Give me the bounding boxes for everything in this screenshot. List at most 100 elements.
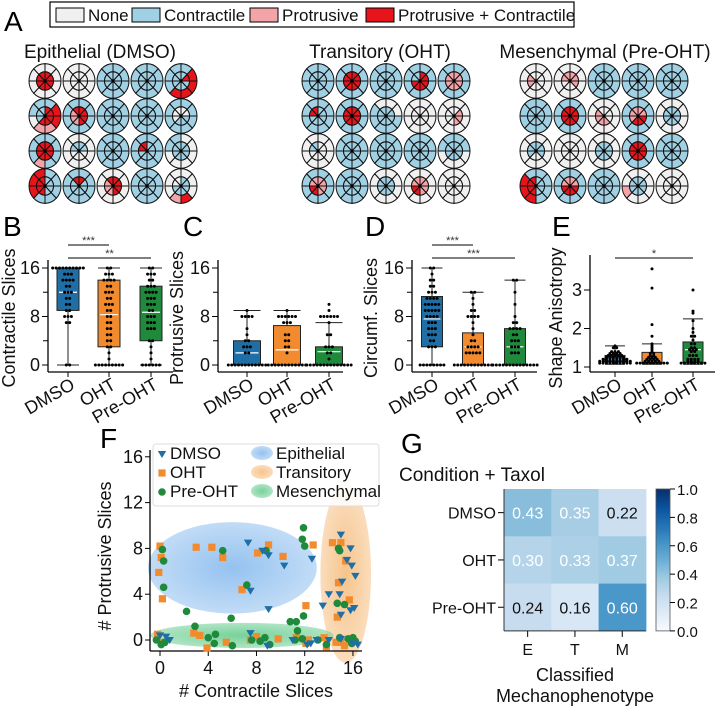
slice-inner [563,141,571,153]
data-point [349,363,353,367]
scatter-point-circle [211,630,220,639]
legend-label: Pre-OHT [170,482,238,501]
slice-inner [413,141,421,153]
y-tick-label: 0 [200,355,210,375]
data-point [655,361,659,365]
data-point [473,345,477,349]
data-point [471,333,475,337]
y-tick-label: 1 [572,357,582,377]
data-point [329,351,333,355]
box-dmso [598,344,632,365]
data-point [645,357,649,361]
center-dot [43,184,47,188]
data-point [264,363,268,367]
panel-label-a: A [4,6,23,37]
data-point [64,308,68,312]
data-point [616,353,620,357]
data-point [151,266,155,270]
data-point [694,353,698,357]
data-point [469,345,473,349]
polar-cell [553,133,587,169]
data-point [432,339,436,343]
data-point [64,302,68,306]
slice-inner [563,106,571,118]
data-point [473,290,477,294]
heatmap-cell-label: 0.30 [512,553,543,570]
polar-cell [96,63,130,99]
data-point [469,363,473,367]
data-point [476,363,480,367]
slice-inner [665,141,673,153]
scatter-point-triangle [324,637,334,644]
slice-inner [174,106,182,118]
data-point [611,352,615,356]
data-point [277,363,280,367]
data-point [109,333,113,337]
box-body [139,285,163,342]
data-point [149,315,153,318]
scatter-point-triangle [349,604,359,612]
center-dot [43,79,47,83]
data-point [515,333,519,337]
legend-label: Mesenchymal [276,482,381,501]
center-dot [452,149,456,153]
data-point [650,334,654,338]
column-label: E [522,642,533,659]
center-dot [602,114,606,118]
data-point [329,333,333,337]
y-tick-label: 16 [20,258,40,278]
polar-cell [621,133,655,169]
y-axis-label: # Protrusive Slices [95,481,115,630]
center-dot [384,184,388,188]
slice-inner [631,141,639,153]
data-point [66,272,70,276]
data-point [611,355,615,359]
y-axis-label: Shape Anisotropy [546,247,566,388]
scatter-point-circle [292,617,301,626]
data-point [336,363,339,367]
center-dot [568,184,572,188]
data-point [491,363,495,367]
data-point [432,266,436,270]
data-point [610,350,614,354]
slice-inner [72,106,80,118]
data-point [620,353,624,357]
data-point [319,315,322,318]
data-point [652,353,656,357]
slice-inner [379,106,387,118]
data-point [247,339,251,343]
colorbar-tick-label: 0.6 [677,539,698,556]
data-point [66,290,70,294]
data-point [469,339,473,343]
scatter-point-circle [158,488,166,496]
data-point [528,363,532,367]
data-point [696,361,700,365]
data-point [151,363,155,367]
scatter-point-triangle [324,591,334,599]
data-point [330,345,334,349]
polar-cell [437,98,471,134]
scatter-point-triangle [280,562,289,570]
data-point [105,339,109,343]
data-point [615,352,619,356]
data-point [466,345,470,349]
data-point [287,333,291,337]
scatter-point-square [158,595,167,603]
center-dot [418,79,422,83]
data-point [635,361,639,365]
significance-label: ** [105,248,114,260]
data-point [69,290,73,294]
polar-cell [335,98,369,134]
data-point [598,359,602,363]
data-point [322,363,326,367]
data-point [691,311,695,315]
scatter-point-circle [247,636,256,644]
scatter-point-square [196,631,204,640]
slice-inner [563,71,571,83]
slice-inner [140,106,148,118]
scatter-point-triangle [353,641,362,649]
data-point [325,351,329,355]
data-point [468,351,472,355]
data-point [149,296,153,300]
